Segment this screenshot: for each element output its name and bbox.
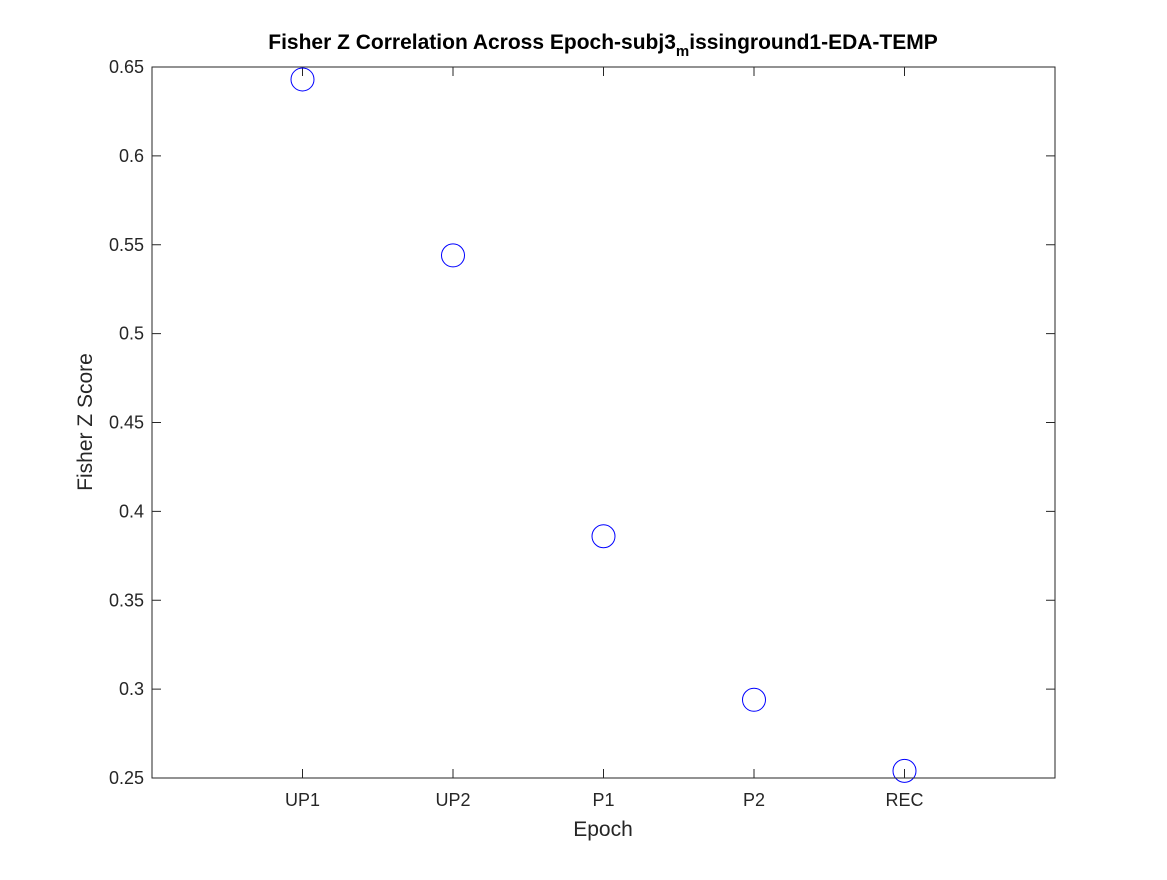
x-tick-label: UP2 [435, 790, 470, 810]
y-tick-label: 0.3 [119, 679, 144, 699]
y-tick-label: 0.5 [119, 324, 144, 344]
axes-box [151, 66, 1056, 779]
data-point [290, 67, 315, 92]
x-tick-label: UP1 [285, 790, 320, 810]
data-point [441, 243, 465, 268]
y-tick-label: 0.25 [109, 768, 144, 788]
x-tick-label: P2 [743, 790, 765, 810]
y-axis-label: Fisher Z Score [74, 353, 97, 491]
chart-title: Fisher Z Correlation Across Epoch-subj3m… [268, 31, 938, 60]
y-tick-label: 0.45 [109, 413, 144, 433]
chart-title-subscript: m [676, 43, 689, 60]
x-axis-label: Epoch [573, 818, 633, 841]
data-point [742, 687, 766, 712]
y-tick-label: 0.55 [109, 235, 144, 255]
chart-title-main: Fisher Z Correlation Across Epoch-subj3 [268, 31, 676, 54]
axes-layer: 0.25 0.3 0.35 0.4 0.45 0.5 0.55 0.6 0.65 UP1 UP2 P1… [109, 57, 1055, 810]
plot-area [152, 67, 1055, 778]
x-tick-label: REC [885, 790, 923, 810]
data-point [892, 758, 917, 783]
y-tick-label: 0.35 [109, 590, 144, 610]
data-point [591, 524, 616, 549]
x-tick-label: P1 [592, 790, 614, 810]
chart-title-rest: issinground1-EDA-TEMP [689, 31, 938, 54]
marks-layer [290, 67, 917, 783]
y-tick-label: 0.65 [109, 57, 144, 77]
y-tick-label: 0.6 [119, 146, 144, 166]
y-tick-label: 0.4 [119, 501, 144, 521]
